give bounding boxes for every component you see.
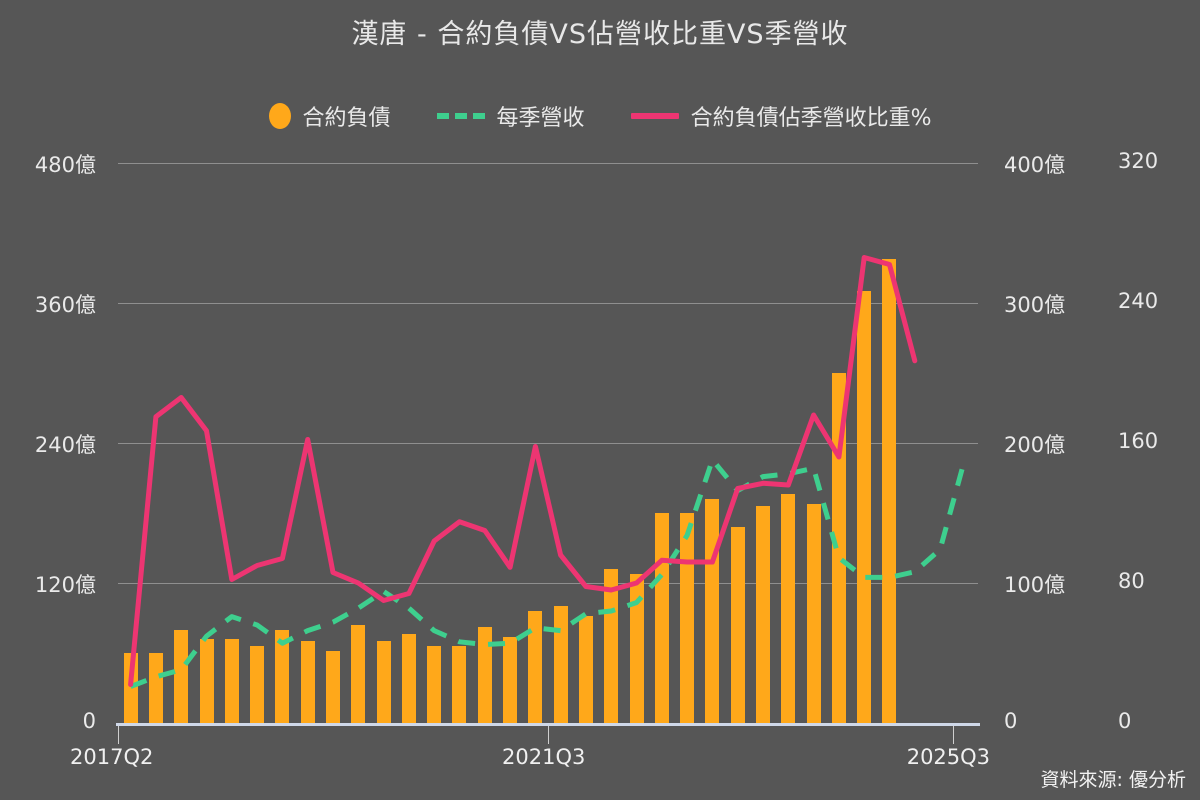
y-axis-right-revenue-tick-label: 200億 — [1004, 433, 1066, 457]
gridline — [118, 583, 978, 584]
bar[interactable] — [401, 634, 416, 723]
line-series-overlay — [128, 255, 968, 689]
bar[interactable] — [427, 646, 442, 723]
legend-item-quarterly-revenue[interactable]: 每季營收 — [436, 100, 585, 132]
bar[interactable] — [477, 627, 492, 723]
bar[interactable] — [604, 569, 619, 723]
legend-label-ratio: 合約負債佔季營收比重% — [690, 106, 932, 131]
bar[interactable] — [250, 646, 265, 723]
bar[interactable] — [351, 625, 366, 723]
bar[interactable] — [224, 639, 239, 723]
y-axis-left-tick-label: 120億 — [34, 573, 96, 597]
bar[interactable] — [730, 527, 745, 723]
line-quarterly-revenue — [129, 456, 968, 689]
bar[interactable] — [578, 615, 593, 723]
x-axis-tick-label: 2017Q2 — [70, 745, 154, 769]
y-axis-left-tick-label: 360億 — [34, 293, 96, 317]
y-axis-right-ratio-tick-label: 0 — [1118, 709, 1132, 733]
x-axis-tick-label: 2021Q3 — [502, 745, 586, 769]
bar[interactable] — [275, 629, 290, 723]
legend-item-ratio[interactable]: 合約負債佔季營收比重% — [630, 100, 932, 132]
gridline — [118, 163, 978, 164]
y-axis-right-ratio-tick-label: 320 — [1118, 149, 1159, 173]
gridline — [118, 443, 978, 444]
bar[interactable] — [756, 506, 770, 723]
bar[interactable] — [680, 513, 695, 723]
bar[interactable] — [629, 573, 644, 723]
bar[interactable] — [553, 606, 568, 723]
plot-area — [116, 163, 980, 744]
page-title: 漢唐 - 合約負債VS佔營收比重VS季營收 — [351, 19, 849, 50]
legend-label-quarterly-revenue: 每季營收 — [496, 106, 585, 131]
bar[interactable] — [806, 503, 821, 723]
bar[interactable] — [199, 639, 214, 723]
y-axis-right-revenue-tick-label: 400億 — [1004, 153, 1066, 177]
legend-item-contract-liability[interactable]: 合約負債 — [268, 100, 391, 132]
y-axis-left-tick-label: 480億 — [34, 153, 96, 177]
bar[interactable] — [528, 611, 543, 723]
bar[interactable] — [148, 653, 163, 723]
y-axis-right-ratio-tick-label: 80 — [1118, 569, 1145, 593]
bar[interactable] — [300, 641, 315, 723]
gridline — [118, 303, 978, 304]
legend-dot-icon — [268, 103, 291, 129]
x-axis-tick — [118, 726, 119, 744]
chart-legend: 合約負債 每季營收 合約負債佔季營收比重% — [0, 100, 1200, 132]
x-axis-tick — [952, 726, 954, 744]
x-axis-tick — [548, 726, 549, 744]
line-ratio-percent — [128, 255, 918, 687]
bar[interactable] — [882, 258, 897, 723]
bar[interactable] — [503, 636, 518, 723]
y-axis-right-revenue-tick-label: 0 — [1004, 709, 1018, 733]
y-axis-right-revenue-tick-label: 300億 — [1004, 293, 1066, 317]
legend-solid-line-icon — [630, 113, 679, 119]
bar[interactable] — [781, 494, 796, 723]
bar[interactable] — [376, 641, 391, 723]
bar[interactable] — [326, 650, 340, 723]
source-note: 資料來源: 優分析 — [1040, 769, 1186, 791]
bar[interactable] — [452, 646, 467, 723]
bar[interactable] — [831, 373, 846, 723]
bar[interactable] — [857, 291, 872, 723]
y-axis-right-ratio-tick-label: 240 — [1118, 289, 1159, 313]
legend-label-contract-liability: 合約負債 — [302, 106, 391, 131]
x-axis-baseline — [116, 723, 980, 726]
y-axis-left-tick-label: 0 — [82, 709, 96, 733]
y-axis-left-tick-label: 240億 — [34, 433, 96, 457]
x-axis-tick-label: 2025Q3 — [906, 745, 991, 769]
bar[interactable] — [174, 629, 189, 723]
y-axis-right-ratio-tick-label: 160 — [1118, 429, 1159, 453]
y-axis-right-revenue-tick-label: 100億 — [1004, 573, 1066, 597]
legend-dashed-line-icon — [436, 113, 485, 119]
